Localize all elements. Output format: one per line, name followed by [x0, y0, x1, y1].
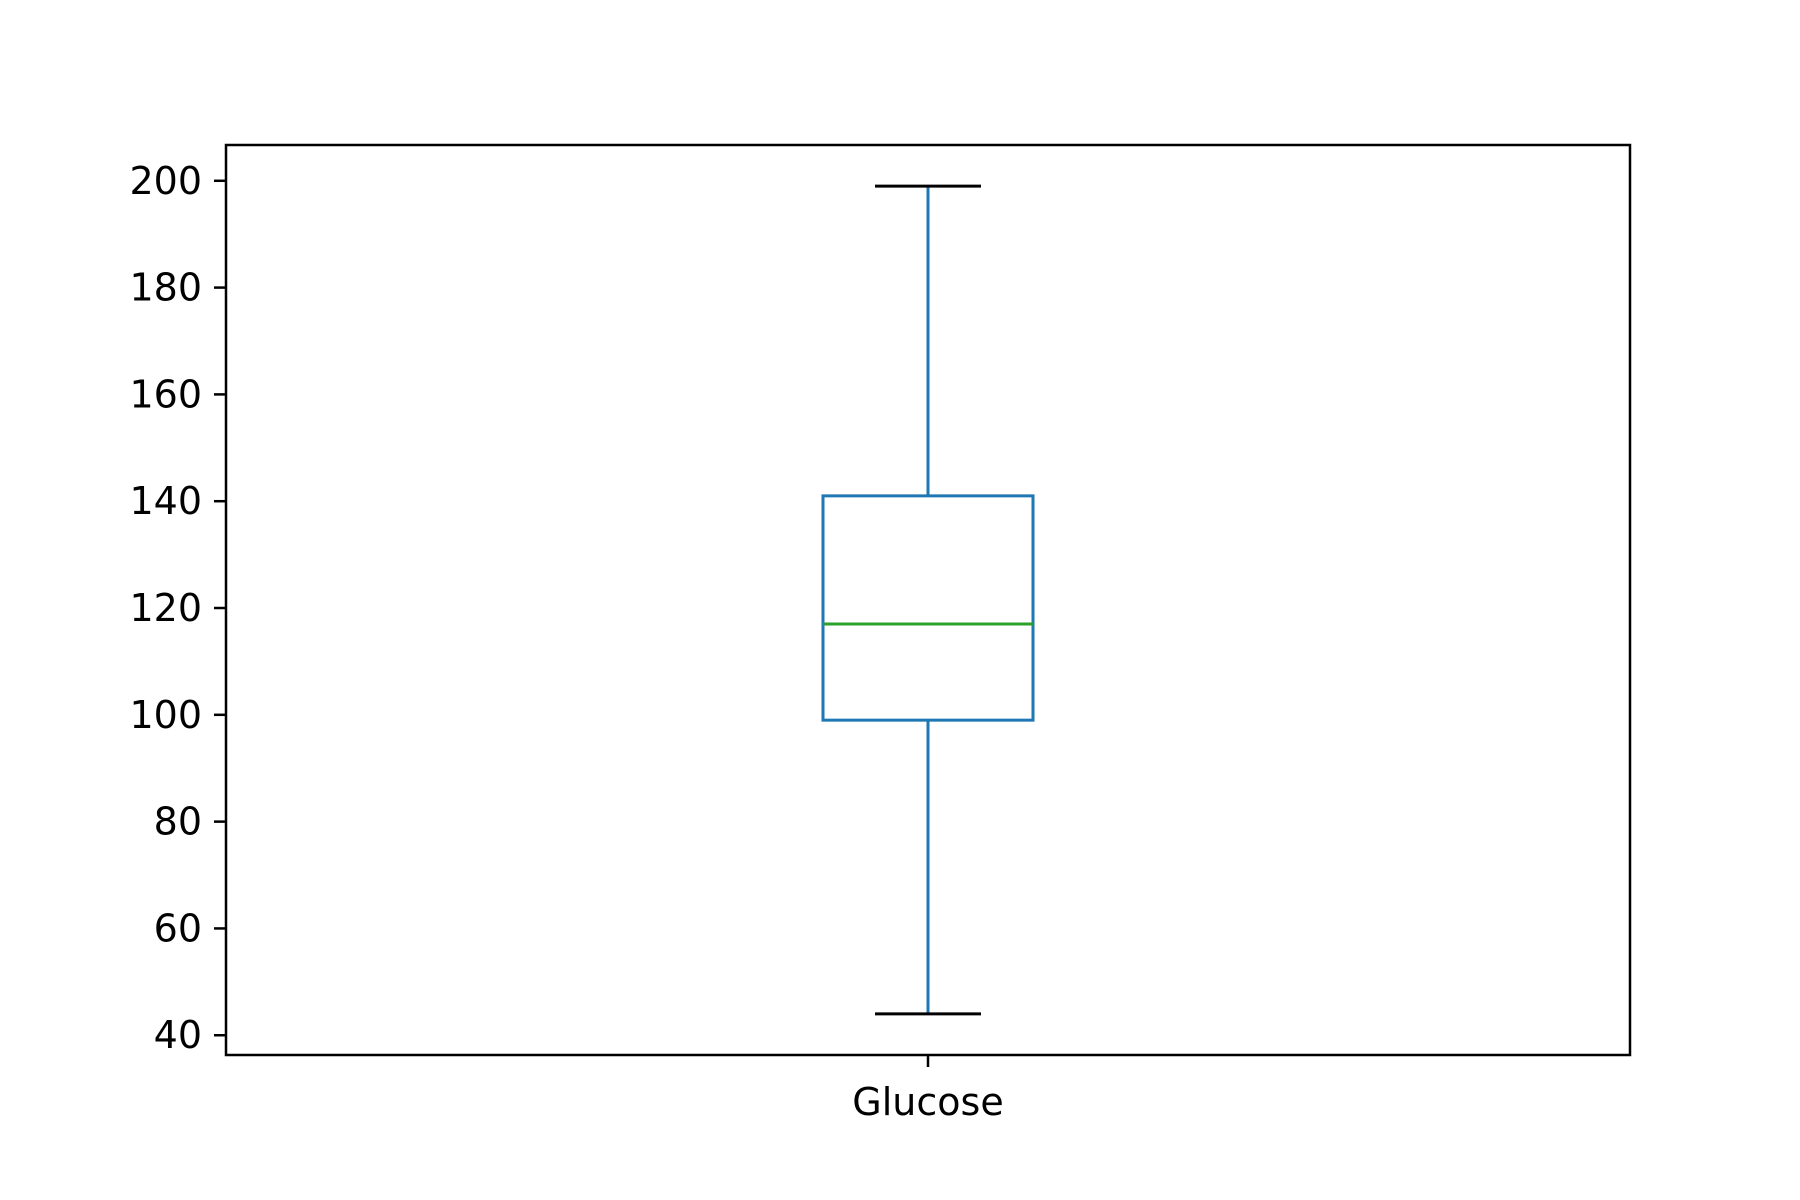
y-tick-label: 120 — [129, 586, 202, 630]
y-tick-label: 160 — [129, 372, 202, 416]
y-tick-label: 180 — [129, 266, 202, 310]
boxplot-group — [821, 184, 1035, 1016]
y-tick-label: 80 — [154, 800, 202, 844]
y-tick-label: 60 — [154, 906, 202, 950]
x-tick-label: Glucose — [852, 1080, 1003, 1124]
iqr-box — [821, 494, 1035, 722]
y-axis-ticks: 40 60 80 100 120 140 160 180 200 — [129, 159, 226, 1057]
axes-frame — [224, 143, 1632, 1057]
x-axis-ticks: Glucose — [852, 1055, 1004, 1124]
y-tick-label: 40 — [154, 1013, 202, 1057]
y-tick-label: 140 — [129, 479, 202, 523]
y-tick-label: 200 — [129, 159, 202, 203]
y-tick-label: 100 — [129, 693, 202, 737]
